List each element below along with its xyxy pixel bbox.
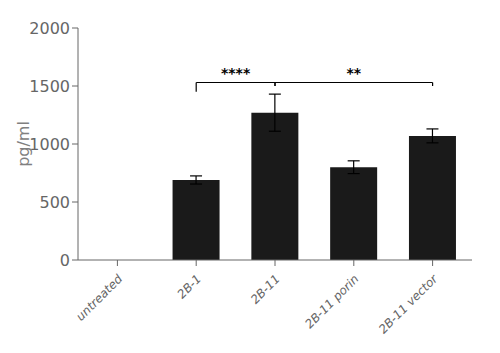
svg-text:pg/ml: pg/ml [14, 121, 33, 167]
svg-text:****: **** [221, 65, 251, 81]
svg-text:1500: 1500 [29, 77, 70, 96]
svg-text:2000: 2000 [29, 19, 70, 38]
svg-text:1000: 1000 [29, 135, 70, 154]
svg-text:500: 500 [39, 193, 70, 212]
svg-text:2B-11 vector: 2B-11 vector [376, 271, 441, 336]
svg-text:**: ** [346, 65, 361, 81]
svg-text:0: 0 [60, 251, 70, 270]
svg-text:2B-11: 2B-11 [248, 272, 283, 307]
svg-text:untreated: untreated [73, 272, 125, 324]
svg-text:2B-1: 2B-1 [175, 272, 204, 301]
svg-text:2B-11 porin: 2B-11 porin [302, 272, 361, 331]
